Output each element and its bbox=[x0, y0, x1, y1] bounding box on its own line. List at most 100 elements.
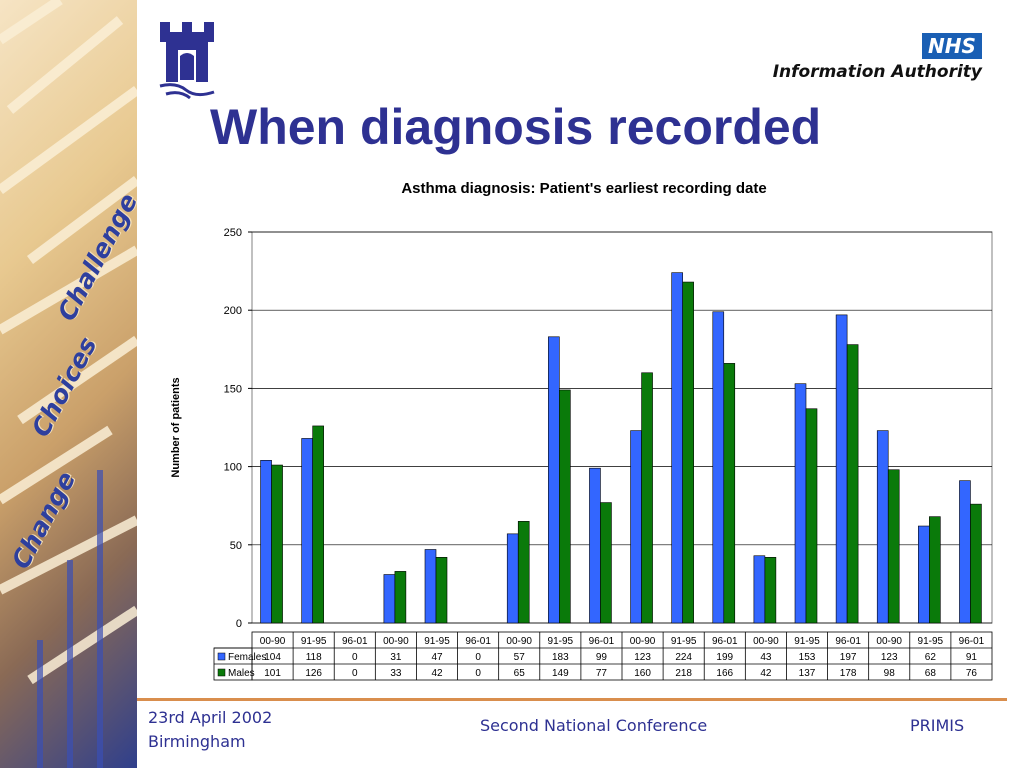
maze-artwork bbox=[0, 0, 137, 768]
footer-org: PRIMIS bbox=[910, 716, 965, 735]
data-table-value: 104 bbox=[264, 652, 281, 663]
y-tick-label: 200 bbox=[224, 305, 242, 317]
x-category-label: 96-01 bbox=[465, 636, 491, 647]
bar-males bbox=[764, 557, 777, 624]
data-table-value: 99 bbox=[596, 652, 608, 663]
bar-females bbox=[630, 430, 642, 624]
nhs-logo: NHS bbox=[922, 33, 982, 59]
bar-females bbox=[424, 549, 437, 624]
bar-females bbox=[589, 467, 601, 624]
legend-label-females: Females bbox=[228, 652, 266, 663]
x-category-label: 96-01 bbox=[835, 636, 861, 647]
data-table-value: 123 bbox=[881, 652, 898, 663]
bar-males bbox=[970, 503, 982, 624]
y-tick-label: 150 bbox=[224, 383, 242, 395]
data-table-value: 0 bbox=[352, 668, 358, 679]
data-table-value: 98 bbox=[884, 668, 896, 679]
bar-males bbox=[846, 344, 859, 624]
data-table-value: 218 bbox=[675, 668, 692, 679]
data-table-value: 137 bbox=[799, 668, 816, 679]
bar-females bbox=[301, 438, 313, 624]
data-table-value: 126 bbox=[305, 668, 322, 679]
bar-males bbox=[682, 281, 694, 624]
data-table-value: 224 bbox=[675, 652, 692, 663]
x-category-label: 00-90 bbox=[260, 636, 286, 647]
bar-females bbox=[876, 430, 889, 624]
data-table-value: 31 bbox=[390, 652, 402, 663]
data-table-value: 166 bbox=[716, 668, 733, 679]
y-tick-label: 100 bbox=[224, 462, 242, 474]
bar-females bbox=[753, 555, 766, 624]
x-category-label: 91-95 bbox=[918, 636, 944, 647]
bar-males bbox=[887, 469, 900, 624]
data-table-value: 42 bbox=[431, 668, 443, 679]
x-category-label: 00-90 bbox=[630, 636, 656, 647]
data-table-value: 33 bbox=[390, 668, 402, 679]
x-category-label: 00-90 bbox=[876, 636, 902, 647]
data-table-value: 42 bbox=[760, 668, 772, 679]
data-table-value: 153 bbox=[799, 652, 816, 663]
footer-date: 23rd April 2002 bbox=[148, 708, 273, 727]
footer-divider bbox=[137, 698, 1007, 701]
bar-females bbox=[260, 460, 272, 624]
data-table-value: 149 bbox=[552, 668, 569, 679]
data-table-value: 43 bbox=[760, 652, 772, 663]
data-table-value: 118 bbox=[306, 652, 322, 663]
bar-males bbox=[723, 363, 736, 624]
y-tick-label: 250 bbox=[224, 227, 242, 239]
bar-males bbox=[312, 425, 324, 624]
bar-females bbox=[383, 574, 396, 624]
bar-females bbox=[548, 336, 560, 624]
data-table-value: 0 bbox=[475, 668, 481, 679]
data-table-value: 178 bbox=[840, 668, 857, 679]
data-table-value: 57 bbox=[514, 652, 526, 663]
data-table-value: 62 bbox=[925, 652, 937, 663]
side-decorative-art: Challenge Choices Change bbox=[0, 0, 137, 768]
y-axis-label: Number of patients bbox=[170, 377, 182, 477]
x-category-label: 00-90 bbox=[506, 636, 532, 647]
bar-females bbox=[918, 525, 930, 624]
data-table-value: 160 bbox=[634, 668, 651, 679]
nhs-subtitle: Information Authority bbox=[772, 62, 982, 82]
bar-males bbox=[929, 516, 941, 624]
legend-swatch-males bbox=[217, 668, 226, 677]
bar-males bbox=[805, 408, 818, 624]
bar-males bbox=[600, 502, 612, 624]
data-table-value: 65 bbox=[514, 668, 526, 679]
bar-males bbox=[435, 557, 448, 624]
plot-area bbox=[251, 231, 993, 624]
x-category-label: 96-01 bbox=[342, 636, 368, 647]
bar-males bbox=[517, 521, 530, 624]
data-table-value: 197 bbox=[840, 652, 857, 663]
data-table-value: 47 bbox=[431, 652, 443, 663]
y-tick-label: 50 bbox=[230, 540, 242, 552]
university-logo bbox=[159, 22, 215, 100]
x-category-label: 96-01 bbox=[712, 636, 738, 647]
x-category-label: 91-95 bbox=[424, 636, 450, 647]
footer-place: Birmingham bbox=[148, 732, 246, 751]
x-category-label: 96-01 bbox=[959, 636, 985, 647]
x-category-label: 00-90 bbox=[383, 636, 409, 647]
bar-females bbox=[794, 383, 807, 624]
bar-males bbox=[559, 389, 571, 624]
x-category-label: 91-95 bbox=[794, 636, 820, 647]
x-category-label: 91-95 bbox=[671, 636, 697, 647]
page-title: When diagnosis recorded bbox=[210, 99, 822, 155]
chart-title: Asthma diagnosis: Patient's earliest rec… bbox=[401, 180, 767, 197]
data-table-value: 101 bbox=[264, 668, 281, 679]
bar-chart: 0 50 100 150 200 250 Number of patients 00-90 91… bbox=[170, 227, 993, 681]
x-category-label: 96-01 bbox=[589, 636, 615, 647]
data-table-value: 77 bbox=[596, 668, 608, 679]
x-category-label: 00-90 bbox=[753, 636, 779, 647]
data-table-value: 68 bbox=[925, 668, 937, 679]
x-category-label: 91-95 bbox=[301, 636, 327, 647]
bar-males bbox=[641, 372, 653, 624]
data-table-value: 183 bbox=[552, 652, 569, 663]
data-table-value: 76 bbox=[966, 668, 978, 679]
bar-males bbox=[394, 571, 407, 624]
bar-males bbox=[271, 464, 283, 624]
bar-females bbox=[959, 480, 971, 624]
data-table-value: 0 bbox=[475, 652, 481, 663]
data-table-value: 123 bbox=[634, 652, 651, 663]
y-tick-label: 0 bbox=[236, 618, 242, 630]
